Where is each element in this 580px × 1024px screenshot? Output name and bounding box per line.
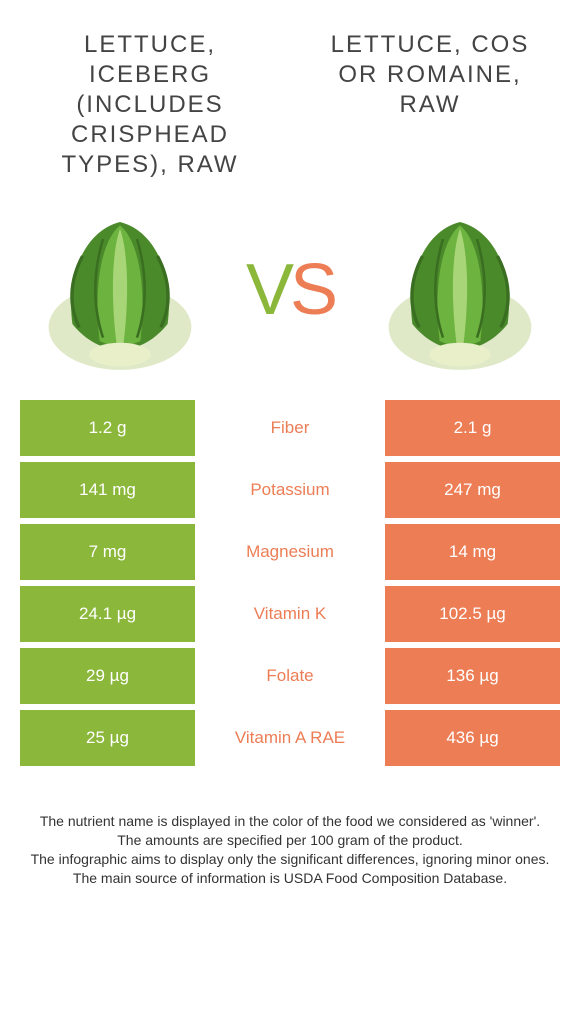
left-value: 29 µg: [20, 648, 195, 704]
footer-notes: The nutrient name is displayed in the co…: [0, 772, 580, 888]
table-row: 25 µgVitamin A RAE436 µg: [20, 710, 560, 766]
footer-line: The amounts are specified per 100 gram o…: [30, 831, 550, 850]
right-value: 136 µg: [385, 648, 560, 704]
table-row: 7 mgMagnesium14 mg: [20, 524, 560, 580]
right-value: 247 mg: [385, 462, 560, 518]
vs-s: S: [290, 249, 334, 331]
left-value: 141 mg: [20, 462, 195, 518]
vs-v: V: [246, 249, 290, 331]
left-value: 1.2 g: [20, 400, 195, 456]
lettuce-icon: [35, 205, 205, 375]
right-food-image: [370, 200, 550, 380]
nutrient-name: Fiber: [195, 400, 385, 456]
left-food-image: [30, 200, 210, 380]
table-row: 1.2 gFiber2.1 g: [20, 400, 560, 456]
table-row: 24.1 µgVitamin K102.5 µg: [20, 586, 560, 642]
footer-line: The main source of information is USDA F…: [30, 869, 550, 888]
left-food-title: LETTUCE, ICEBERG (INCLUDES CRISPHEAD TYP…: [40, 30, 260, 180]
left-value: 24.1 µg: [20, 586, 195, 642]
right-value: 14 mg: [385, 524, 560, 580]
left-value: 7 mg: [20, 524, 195, 580]
right-value: 436 µg: [385, 710, 560, 766]
footer-line: The nutrient name is displayed in the co…: [30, 812, 550, 831]
nutrient-name: Vitamin K: [195, 586, 385, 642]
nutrient-name: Vitamin A RAE: [195, 710, 385, 766]
lettuce-icon: [375, 205, 545, 375]
footer-line: The infographic aims to display only the…: [30, 850, 550, 869]
images-row: VS: [0, 190, 580, 400]
nutrient-name: Potassium: [195, 462, 385, 518]
right-value: 102.5 µg: [385, 586, 560, 642]
left-value: 25 µg: [20, 710, 195, 766]
header: LETTUCE, ICEBERG (INCLUDES CRISPHEAD TYP…: [0, 0, 580, 190]
vs-label: VS: [246, 249, 334, 331]
nutrient-name: Folate: [195, 648, 385, 704]
table-row: 29 µgFolate136 µg: [20, 648, 560, 704]
table-row: 141 mgPotassium247 mg: [20, 462, 560, 518]
right-value: 2.1 g: [385, 400, 560, 456]
right-food-title: LETTUCE, COS OR ROMAINE, RAW: [320, 30, 540, 180]
comparison-table: 1.2 gFiber2.1 g 141 mgPotassium247 mg 7 mg…: [0, 400, 580, 766]
nutrient-name: Magnesium: [195, 524, 385, 580]
